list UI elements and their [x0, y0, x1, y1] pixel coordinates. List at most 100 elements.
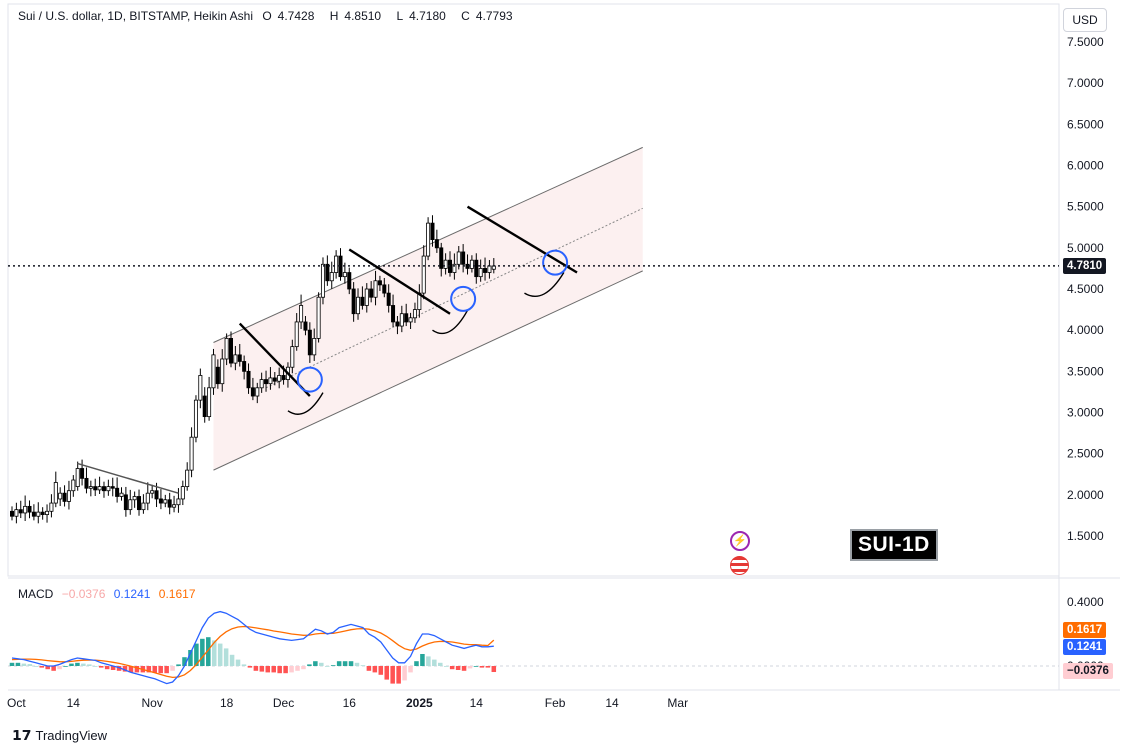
macd-histogram-bar [81, 663, 86, 666]
candle-body [474, 259, 479, 278]
tradingview-logo-text: TradingView [35, 728, 108, 743]
macd-histogram-bar [396, 666, 401, 684]
macd-histogram-bar [259, 666, 265, 672]
candle-body [246, 370, 251, 389]
candle-body [382, 284, 387, 294]
tradingview-logo[interactable]: 𝟭𝟳 TradingView [12, 727, 107, 744]
candle-body [128, 499, 133, 511]
macd-histogram-bar [372, 666, 378, 673]
macd-signal-line [11, 625, 495, 679]
macd-histogram-bar [128, 666, 134, 673]
macd-histogram-bar [432, 659, 437, 666]
macd-histogram-bar [229, 654, 235, 666]
cup-arc [287, 392, 324, 415]
candle-body [36, 511, 41, 517]
time-axis-label: 2025 [406, 696, 433, 710]
price-axis-label: 4.0000 [1067, 323, 1104, 337]
candle-body [316, 296, 321, 339]
symbol-legend: Sui / U.S. dollar, 1D, BITSTAMP, Heikin … [18, 9, 525, 23]
candle-body [320, 263, 325, 298]
candle-body [180, 486, 185, 500]
macd-histogram-bar [98, 666, 104, 668]
candle-body [211, 354, 216, 389]
macd-histogram-bar [152, 666, 158, 673]
ohlc-high: H 4.8510 [329, 9, 382, 23]
candle-body [154, 490, 159, 500]
us-flag-icon[interactable] [730, 556, 749, 575]
candle-body [145, 492, 150, 504]
candle-body [176, 498, 181, 506]
macd-histogram-bar [247, 666, 253, 668]
macd-histogram-bar [330, 665, 336, 666]
candle-body [132, 496, 137, 501]
candle-body [150, 490, 155, 494]
macd-histogram-bar [491, 666, 497, 673]
candle-body [66, 490, 71, 502]
macd-histogram-bar [348, 661, 354, 666]
macd-histogram-bar [87, 664, 92, 666]
candle-body [242, 361, 247, 372]
candle-body [84, 477, 89, 489]
macd-line-tag: 0.1241 [1063, 639, 1107, 655]
macd-histogram-bar [15, 662, 21, 666]
macd-signal-tag: 0.1617 [1063, 622, 1107, 638]
macd-histogram-bar [265, 666, 271, 673]
macd-histogram-bar [438, 662, 443, 666]
candle-body [430, 222, 435, 240]
macd-histogram-bar [63, 666, 68, 667]
candle-body [80, 468, 85, 479]
macd-histogram-bar [295, 666, 300, 671]
lightning-icon[interactable]: ⚡ [730, 531, 750, 551]
candle-body [215, 366, 220, 385]
candle-body [137, 496, 142, 511]
macd-histogram-bar [336, 661, 342, 666]
candle-body [123, 494, 128, 511]
candle-body [101, 486, 106, 492]
candle-body [421, 255, 426, 294]
candle-body [202, 395, 207, 418]
macd-histogram-bar [164, 666, 169, 674]
channel-mid-line [265, 207, 643, 389]
macd-histogram-bar [289, 666, 294, 673]
macd-axis-label: 0.4000 [1067, 595, 1104, 609]
currency-button[interactable]: USD [1063, 8, 1107, 32]
macd-histogram-tag: −0.0376 [1063, 663, 1113, 679]
candle-body [62, 492, 67, 502]
current-price-tag: 4.7810 [1063, 258, 1107, 274]
candle-body [31, 511, 36, 517]
candle-body [277, 375, 282, 382]
macd-histogram-bar [104, 666, 110, 670]
macd-histogram-bar [342, 661, 348, 666]
time-axis-label: 16 [343, 696, 357, 710]
macd-histogram-bar [206, 637, 211, 666]
macd-histogram-bar [211, 640, 217, 666]
macd-histogram-bar [449, 666, 455, 670]
candle-body [329, 272, 334, 282]
macd-histogram-bar [241, 664, 247, 666]
candle-body [404, 313, 409, 323]
time-axis-label: 18 [220, 696, 234, 710]
macd-histogram-bar [479, 666, 485, 668]
candle-body [439, 247, 444, 269]
time-axis-label: 14 [470, 696, 484, 710]
candle-body [303, 321, 308, 331]
macd-histogram-bar [360, 665, 366, 666]
candle-body [198, 375, 203, 401]
candle-body [443, 259, 448, 269]
macd-histogram-bar [455, 666, 461, 670]
candle-body [395, 321, 400, 327]
macd-histogram-bar [313, 661, 318, 666]
candle-body [220, 358, 225, 385]
ohlc-open: O 4.7428 [262, 9, 315, 23]
macd-signal-value: 0.1617 [158, 587, 196, 601]
price-axis-label: 4.5000 [1067, 282, 1104, 296]
candle-body [478, 268, 483, 278]
time-axis-label: 14 [67, 696, 81, 710]
candle-body [347, 272, 352, 290]
macd-histogram-bar [283, 666, 288, 674]
breakout-marker [542, 249, 569, 276]
price-axis-label: 7.5000 [1067, 35, 1104, 49]
candle-body [97, 486, 102, 491]
candle-body [356, 296, 361, 315]
